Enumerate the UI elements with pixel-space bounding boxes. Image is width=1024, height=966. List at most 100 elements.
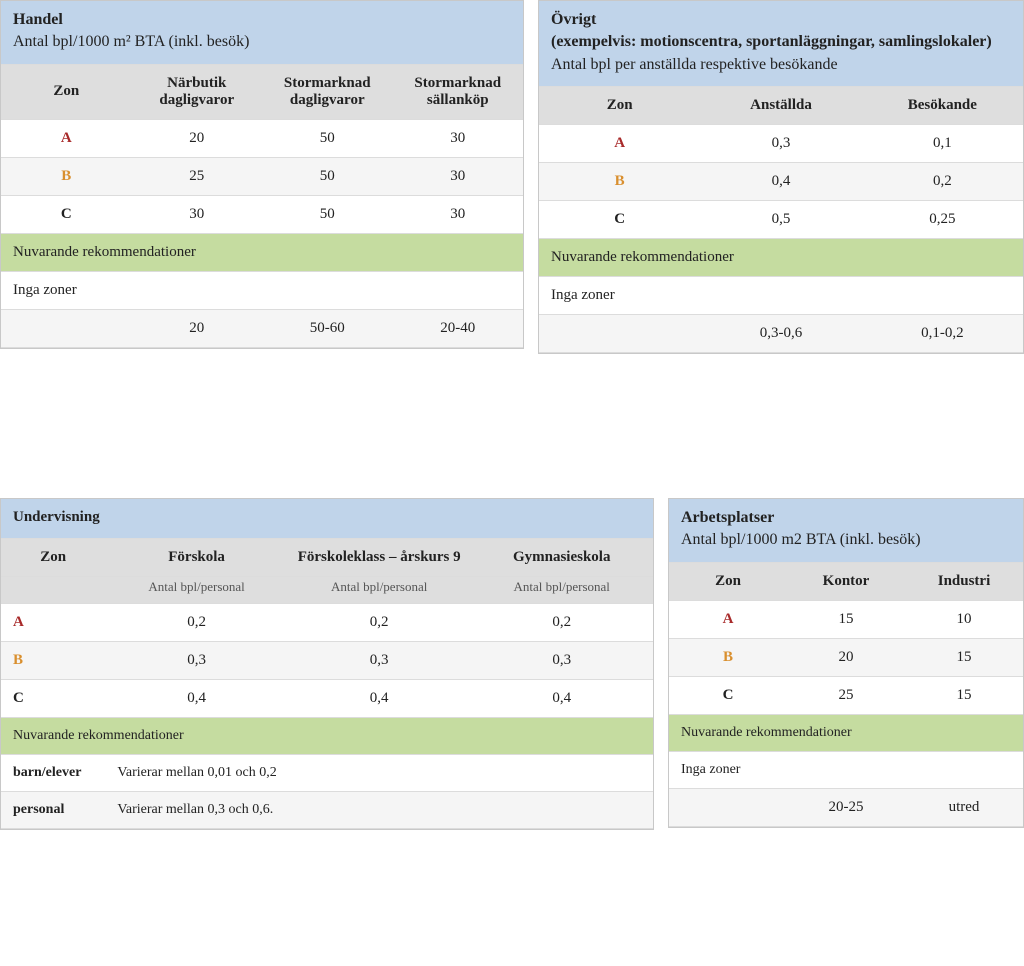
ovrigt-subtitle1: (exempelvis: motionscentra, sportanläggn… (551, 31, 1011, 53)
ovrigt-subtitle2: Antal bpl per anställda respektive besök… (551, 54, 1011, 76)
zone-label: C (1, 195, 132, 233)
table-row: C 25 15 (669, 676, 1023, 714)
cell: 20 (787, 638, 905, 676)
col-zon: Zon (539, 87, 700, 125)
panel-arbetsplatser-header: Arbetsplatser Antal bpl/1000 m2 BTA (ink… (669, 499, 1023, 562)
cell: 0,4 (700, 163, 861, 201)
table-row: C 30 50 30 (1, 195, 523, 233)
table-row: B 0,3 0,3 0,3 (1, 642, 653, 680)
zone-label: A (539, 125, 700, 163)
note-row: Inga zoner (669, 751, 1023, 788)
cell (539, 315, 700, 353)
note-text: Inga zoner (669, 751, 1023, 788)
recommendations-band: Nuvarande rekommendationer (1, 718, 653, 755)
table-row: C 0,5 0,25 (539, 201, 1023, 239)
panel-ovrigt: Övrigt (exempelvis: motionscentra, sport… (538, 0, 1024, 354)
table-header-row: Zon Närbutik dagligvaror Stormarknad dag… (1, 64, 523, 119)
col-zon: Zon (1, 539, 105, 577)
zone-label: B (1, 642, 105, 680)
zone-label: C (669, 676, 787, 714)
table-row: B 25 50 30 (1, 157, 523, 195)
recommendations-band: Nuvarande rekommendationer (1, 233, 523, 271)
panel-handel: Handel Antal bpl/1000 m² BTA (inkl. besö… (0, 0, 524, 349)
table-header-row: Zon Anställda Besökande (539, 87, 1023, 125)
note-row: Inga zoner (1, 271, 523, 309)
cell: 15 (905, 638, 1023, 676)
table-row: A 15 10 (669, 600, 1023, 638)
sublabel: Antal bpl/personal (470, 577, 653, 604)
panel-arbetsplatser: Arbetsplatser Antal bpl/1000 m2 BTA (ink… (668, 498, 1024, 828)
cell: 0,1-0,2 (862, 315, 1023, 353)
cell: 50 (262, 195, 393, 233)
cell: 50-60 (262, 309, 393, 347)
col-kontor: Kontor (787, 562, 905, 600)
panel-undervisning-header: Undervisning (1, 499, 653, 538)
cell: 30 (393, 195, 524, 233)
note-text: Inga zoner (539, 277, 1023, 315)
cell: 0,3 (288, 642, 471, 680)
extra-row: personal Varierar mellan 0,3 och 0,6. (1, 792, 653, 829)
cell: 0,2 (105, 604, 288, 642)
cell: 30 (132, 195, 263, 233)
table-header-row: Zon Förskola Förskoleklass – årskurs 9 G… (1, 539, 653, 577)
cell: 0,4 (105, 680, 288, 718)
zone-label: B (1, 157, 132, 195)
extra-label: barn/elever (1, 755, 105, 792)
baseline-row: 0,3-0,6 0,1-0,2 (539, 315, 1023, 353)
recommendations-label: Nuvarande rekommendationer (1, 718, 653, 755)
cell: 15 (787, 600, 905, 638)
cell: 0,1 (862, 125, 1023, 163)
undervisning-table: Zon Förskola Förskoleklass – årskurs 9 G… (1, 538, 653, 829)
zone-label: A (1, 604, 105, 642)
note-text: Inga zoner (1, 271, 523, 309)
recommendations-band: Nuvarande rekommendationer (539, 239, 1023, 277)
cell: 10 (905, 600, 1023, 638)
table-row: B 0,4 0,2 (539, 163, 1023, 201)
cell: 25 (132, 157, 263, 195)
col-stormarknad-daglig: Stormarknad dagligvaror (262, 64, 393, 119)
recommendations-label: Nuvarande rekommendationer (669, 714, 1023, 751)
cell: 25 (787, 676, 905, 714)
extra-text: Varierar mellan 0,01 och 0,2 (105, 755, 653, 792)
arbetsplatser-title: Arbetsplatser (681, 507, 1011, 529)
ovrigt-title: Övrigt (551, 9, 1011, 31)
cell (1, 577, 105, 604)
sublabel: Antal bpl/personal (288, 577, 471, 604)
baseline-row: 20-25 utred (669, 788, 1023, 826)
zone-label: B (669, 638, 787, 676)
baseline-row: 20 50-60 20-40 (1, 309, 523, 347)
cell: 0,4 (288, 680, 471, 718)
zone-label: B (539, 163, 700, 201)
cell: utred (905, 788, 1023, 826)
extra-row: barn/elever Varierar mellan 0,01 och 0,2 (1, 755, 653, 792)
cell: 15 (905, 676, 1023, 714)
table-row: A 0,2 0,2 0,2 (1, 604, 653, 642)
table-row: C 0,4 0,4 0,4 (1, 680, 653, 718)
cell: 20 (132, 119, 263, 157)
sublabel: Antal bpl/personal (105, 577, 288, 604)
handel-subtitle: Antal bpl/1000 m² BTA (inkl. besök) (13, 31, 511, 53)
cell: 0,3 (700, 125, 861, 163)
arbetsplatser-subtitle: Antal bpl/1000 m2 BTA (inkl. besök) (681, 529, 1011, 551)
col-zon: Zon (669, 562, 787, 600)
zone-label: C (539, 201, 700, 239)
recommendations-label: Nuvarande rekommendationer (539, 239, 1023, 277)
col-forskoleklass: Förskoleklass – årskurs 9 (288, 539, 471, 577)
handel-title: Handel (13, 9, 511, 31)
panel-ovrigt-header: Övrigt (exempelvis: motionscentra, sport… (539, 1, 1023, 86)
col-narbutik: Närbutik dagligvaror (132, 64, 263, 119)
cell: 0,3-0,6 (700, 315, 861, 353)
zone-label: A (1, 119, 132, 157)
table-row: B 20 15 (669, 638, 1023, 676)
extra-label: personal (1, 792, 105, 829)
cell: 50 (262, 157, 393, 195)
col-industri: Industri (905, 562, 1023, 600)
ovrigt-table: Zon Anställda Besökande A 0,3 0,1 B 0,4 … (539, 86, 1023, 353)
col-stormarknad-sallan: Stormarknad sällanköp (393, 64, 524, 119)
cell: 0,4 (470, 680, 653, 718)
col-zon: Zon (1, 64, 132, 119)
cell (669, 788, 787, 826)
panel-handel-header: Handel Antal bpl/1000 m² BTA (inkl. besö… (1, 1, 523, 64)
cell: 0,3 (105, 642, 288, 680)
table-header-row: Zon Kontor Industri (669, 562, 1023, 600)
